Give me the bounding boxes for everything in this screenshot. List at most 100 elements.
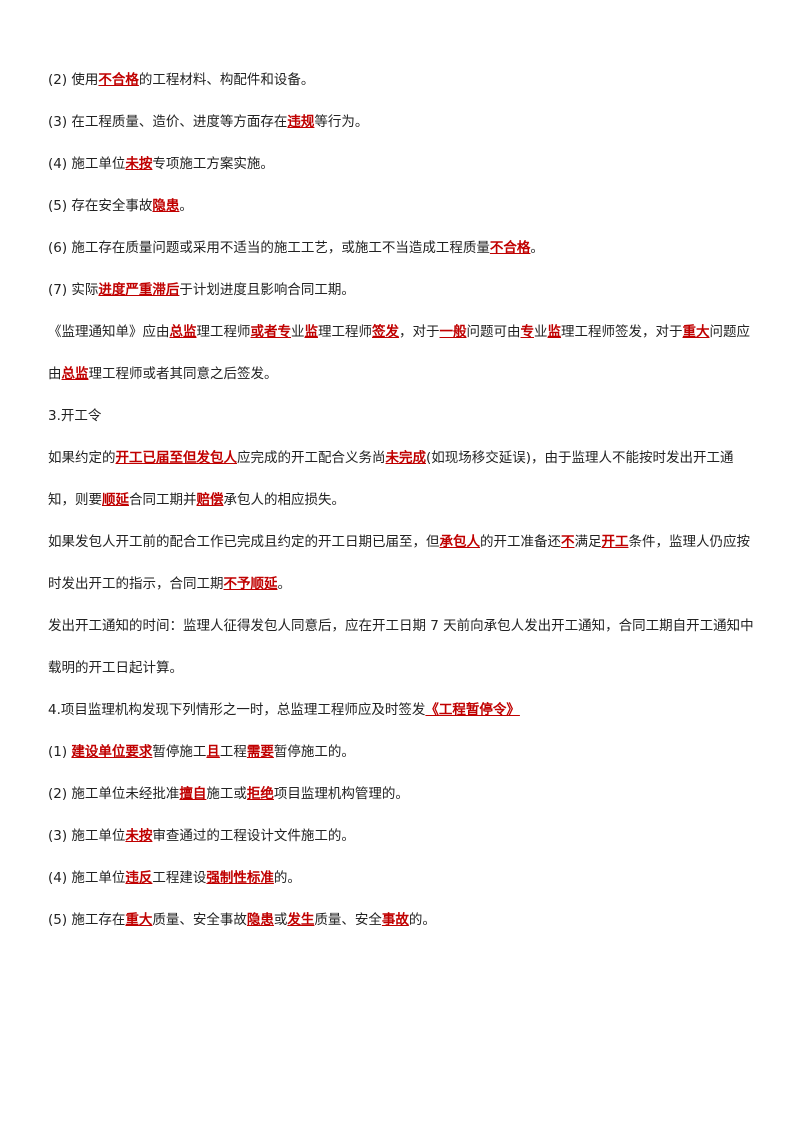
text-run: (6) 施工存在质量问题或采用不适当的施工工艺，或施工不当造成工程质量 [48,240,490,256]
text-run: 条件，监理人仍应按时发出开工的指示，合同工期 [48,534,750,592]
paragraph: (6) 施工存在质量问题或采用不适当的施工工艺，或施工不当造成工程质量不合格。 [48,227,756,269]
emphasis-text: 进度严重滞后 [98,282,180,298]
emphasis-text: 不予顺延 [223,576,278,592]
paragraph: 4.项目监理机构发现下列情形之一时，总监理工程师应及时签发《工程暂停令》 [48,689,756,731]
paragraph: 3.开工令 [48,395,756,437]
emphasis-text: 《工程暂停令》 [425,702,520,718]
emphasis-text: 未按 [125,156,153,172]
emphasis-text: 承包人 [439,534,481,550]
emphasis-text: 不 [561,534,575,550]
emphasis-text: 强制性标准 [206,870,274,886]
text-run: 4.项目监理机构发现下列情形之一时，总监理工程师应及时签发 [48,702,426,718]
paragraph: (3) 在工程质量、造价、进度等方面存在违规等行为。 [48,101,756,143]
emphasis-text: 重大 [682,324,710,340]
text-run: 的。 [273,870,301,886]
text-run: 等行为。 [314,114,369,130]
text-run: (4) 施工单位 [48,870,126,886]
emphasis-text: 违反 [125,870,153,886]
emphasis-text: 发生 [287,912,315,928]
text-run: 理工程师 [196,324,251,340]
text-run: (2) 使用 [48,72,99,88]
paragraph: (5) 施工存在重大质量、安全事故隐患或发生质量、安全事故的。 [48,899,756,941]
text-run: 项目监理机构管理的。 [273,786,409,802]
emphasis-text: 未完成 [385,450,427,466]
paragraph: 如果约定的开工已届至但发包人应完成的开工配合义务尚未完成(如现场移交延误)，由于… [48,437,756,521]
emphasis-text: 专 [520,324,535,340]
text-run: (3) 施工单位 [48,828,126,844]
emphasis-text: 签发 [372,324,399,340]
paragraph: (5) 存在安全事故隐患。 [48,185,756,227]
text-run: ，对于 [399,324,440,340]
text-run: 暂停施工的。 [273,744,355,760]
text-run: (5) 施工存在 [48,912,126,928]
text-run: (5) 存在安全事故 [48,198,153,214]
text-run: 问题应由 [48,324,750,382]
text-run: 于计划进度且影响合同工期。 [179,282,355,298]
paragraph: (2) 施工单位未经批准擅自施工或拒绝项目监理机构管理的。 [48,773,756,815]
text-run: 审查通过的工程设计文件施工的。 [152,828,355,844]
paragraph: 如果发包人开工前的配合工作已完成且约定的开工日期已届至，但承包人的开工准备还不满… [48,521,756,605]
text-run: 暂停施工 [152,744,207,760]
text-run: 理工程师 [318,324,372,340]
emphasis-text: 擅自 [179,786,207,802]
emphasis-text: 不合格 [489,240,531,256]
text-run: (1) [48,744,72,760]
text-run: 理工程师签发，对于 [561,324,683,340]
text-run: 质量、安全 [314,912,382,928]
emphasis-text: 一般 [439,324,467,340]
text-run: 如果发包人开工前的配合工作已完成且约定的开工日期已届至，但 [48,534,440,550]
text-run: 施工或 [206,786,247,802]
emphasis-text: 未按 [125,828,153,844]
paragraph: (2) 使用不合格的工程材料、构配件和设备。 [48,59,756,101]
text-run: 满足 [574,534,602,550]
paragraph: (7) 实际进度严重滞后于计划进度且影响合同工期。 [48,269,756,311]
emphasis-text: 开工 [601,534,629,550]
text-run: 3.开工令 [48,408,102,424]
text-run: (4) 施工单位 [48,156,126,172]
emphasis-text: 赔偿 [196,492,224,508]
emphasis-text: 顺延 [102,492,129,508]
text-run: 合同工期并 [129,492,197,508]
text-run: 。 [277,576,292,592]
paragraph: (1) 建设单位要求暂停施工且工程需要暂停施工的。 [48,731,756,773]
emphasis-text: 隐患 [246,912,274,928]
text-run: 业 [291,324,305,340]
text-run: 应完成的开工配合义务尚 [237,450,386,466]
emphasis-text: 不合格 [98,72,139,88]
document: (2) 使用不合格的工程材料、构配件和设备。 (3) 在工程质量、造价、进度等方面… [48,59,756,941]
paragraph: (4) 施工单位未按专项施工方案实施。 [48,143,756,185]
text-run: 《监理通知单》应由 [48,324,170,340]
text-run: 的。 [408,912,436,928]
text-run: 专项施工方案实施。 [152,156,274,172]
text-run: 或 [273,912,288,928]
text-run: 的开工准备还 [480,534,561,550]
text-run: 如果约定的 [48,450,116,466]
emphasis-text: 拒绝 [246,786,274,802]
emphasis-text: 监 [304,324,319,340]
paragraph: (4) 施工单位违反工程建设强制性标准的。 [48,857,756,899]
emphasis-text: 或者专 [250,324,292,340]
emphasis-text: 监 [547,324,562,340]
emphasis-text: 事故 [381,912,409,928]
text-run: (如现场移交延误)，由于监理人不能按时发出开工通知，则要 [48,450,734,508]
text-run: 业 [534,324,548,340]
emphasis-text: 总监 [169,324,197,340]
paragraph: 《监理通知单》应由总监理工程师或者专业监理工程师签发，对于一般问题可由专业监理工… [48,311,756,395]
text-run: (7) 实际 [48,282,99,298]
emphasis-text: 建设单位要求 [71,744,153,760]
emphasis-text: 开工已届至但发包人 [115,450,238,466]
emphasis-text: 总监 [61,366,89,382]
text-run: 。 [179,198,193,214]
paragraph: (3) 施工单位未按审查通过的工程设计文件施工的。 [48,815,756,857]
text-run: 承包人的相应损失。 [223,492,346,508]
emphasis-text: 重大 [125,912,153,928]
text-run: 工程建设 [152,870,207,886]
paragraph: 发出开工通知的时间：监理人征得发包人同意后，应在开工日期 7 天前向承包人发出开… [48,605,756,689]
emphasis-text: 且 [206,744,220,760]
text-run: 工程 [219,744,247,760]
emphasis-text: 违规 [287,114,315,130]
emphasis-text: 需要 [246,744,274,760]
text-run: 。 [530,240,544,256]
text-run: (3) 在工程质量、造价、进度等方面存在 [48,114,288,130]
